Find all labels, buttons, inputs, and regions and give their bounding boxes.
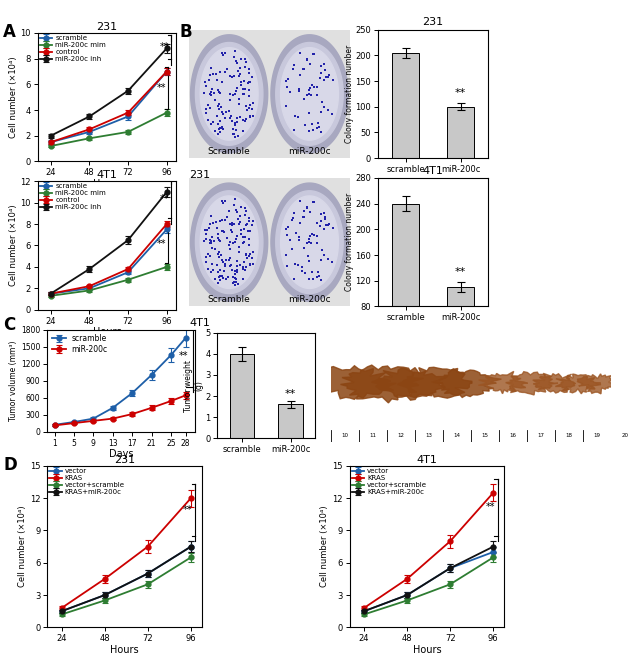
Title: 231: 231 [423,18,444,28]
Text: 13: 13 [425,433,432,438]
Text: 12: 12 [398,433,404,438]
Bar [447,287,474,358]
X-axis label: Hours: Hours [93,179,122,188]
Text: B: B [180,23,192,41]
Y-axis label: Cell number (×10⁴): Cell number (×10⁴) [9,57,18,138]
Text: 14: 14 [454,433,461,438]
Text: **: ** [156,239,166,249]
Title: 4T1: 4T1 [416,455,437,465]
Polygon shape [191,183,268,301]
Polygon shape [315,366,396,399]
Text: **: ** [159,194,169,204]
Y-axis label: Cell number (×10⁴): Cell number (×10⁴) [321,506,329,587]
Polygon shape [271,35,348,153]
Text: 20: 20 [622,433,629,438]
Text: **: ** [455,267,466,277]
Text: Scramble: Scramble [208,295,251,304]
Polygon shape [577,374,615,394]
Text: **: ** [156,83,166,93]
Y-axis label: Colony formation number: Colony formation number [345,45,354,143]
Bar [229,354,254,438]
Legend: vector, KRAS, vector+scramble, KRAS+miR-200c: vector, KRAS, vector+scramble, KRAS+miR-… [49,467,125,496]
Y-axis label: Cell number (×10⁴): Cell number (×10⁴) [18,506,27,587]
Polygon shape [478,372,528,393]
Y-axis label: Cell number (×10⁴): Cell number (×10⁴) [9,205,18,286]
Bar [447,107,474,158]
Title: 4T1: 4T1 [96,171,118,181]
Text: **: ** [178,351,188,360]
Bar [392,53,420,158]
Legend: scramble, miR-200c: scramble, miR-200c [51,333,108,355]
Polygon shape [340,365,423,403]
X-axis label: Days: Days [109,449,134,459]
Text: **: ** [285,389,296,399]
Polygon shape [276,191,343,293]
Y-axis label: Colony formation number: Colony formation number [345,193,354,291]
Text: A: A [3,23,16,41]
Legend: scramble, miR-200c mim, control, miR-200c inh: scramble, miR-200c mim, control, miR-200… [39,34,106,63]
Text: 4T1: 4T1 [189,318,210,328]
Text: 231: 231 [189,170,210,180]
Polygon shape [280,196,338,289]
X-axis label: Hours: Hours [93,327,122,337]
Text: **: ** [486,502,495,512]
Polygon shape [555,374,601,394]
Polygon shape [398,367,472,398]
Text: C: C [3,316,15,334]
Polygon shape [280,47,338,140]
Polygon shape [195,43,263,145]
Text: miR-200c: miR-200c [288,295,331,304]
Text: **: ** [455,88,466,98]
Polygon shape [506,372,558,395]
Legend: scramble, miR-200c mim, control, miR-200c inh: scramble, miR-200c mim, control, miR-200… [39,183,106,211]
Title: 231: 231 [96,22,118,32]
Text: 15: 15 [481,433,488,438]
X-axis label: Hours: Hours [110,645,139,654]
Bar [331,425,611,442]
Y-axis label: Tumor volume (mm³): Tumor volume (mm³) [9,340,18,421]
Text: Scramble: Scramble [208,146,251,156]
Text: **: ** [183,505,193,515]
Polygon shape [533,374,575,393]
Text: miR-200c: miR-200c [288,146,331,156]
Bar [278,405,303,438]
Text: 19: 19 [593,433,600,438]
Title: 4T1: 4T1 [423,166,444,176]
Text: 11: 11 [369,433,376,438]
Text: 18: 18 [566,433,573,438]
Polygon shape [372,368,448,400]
Text: D: D [3,456,17,474]
Polygon shape [195,191,263,293]
Bar [392,204,420,358]
Polygon shape [271,183,348,301]
X-axis label: Hours: Hours [413,645,441,654]
Text: 16: 16 [510,433,517,438]
Polygon shape [200,196,258,289]
Text: **: ** [159,42,169,52]
Text: 17: 17 [537,433,544,438]
Legend: vector, KRAS, vector+scramble, KRAS+miR-200c: vector, KRAS, vector+scramble, KRAS+miR-… [351,467,428,496]
Polygon shape [433,369,501,397]
Text: 10: 10 [341,433,348,438]
Polygon shape [276,43,343,145]
Title: 231: 231 [114,455,135,465]
Polygon shape [191,35,268,153]
Y-axis label: Tumor weight
(g): Tumor weight (g) [184,360,203,411]
Polygon shape [200,47,258,140]
